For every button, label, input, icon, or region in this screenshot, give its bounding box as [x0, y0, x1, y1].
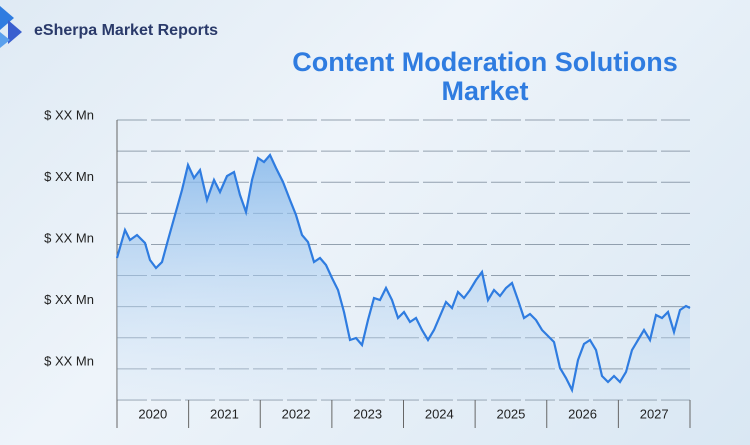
- y-tick-label: $ XX Mn: [44, 107, 94, 122]
- x-tick-label: 2025: [496, 406, 525, 421]
- x-tick-label: 2027: [640, 406, 669, 421]
- x-tick-label: 2026: [568, 406, 597, 421]
- line: [115, 152, 691, 394]
- axis-labels: 2020 2021 2022 2023 2024 2025 2026 2027 $ XX Mn $…: [44, 107, 669, 421]
- x-tick-label: 2024: [425, 406, 454, 421]
- chart-title: Content Moderation Solutions Market: [292, 47, 678, 106]
- logo: [0, 6, 22, 48]
- y-tick-label: $ XX Mn: [44, 230, 94, 245]
- y-tick-label: $ XX Mn: [44, 292, 94, 307]
- x-tick-label: 2021: [210, 406, 239, 421]
- brand-name: eSherpa Market Reports: [34, 22, 219, 39]
- x-tick-label: 2022: [282, 406, 311, 421]
- y-tick-label: $ XX Mn: [44, 353, 94, 368]
- area: [117, 155, 690, 400]
- y-tick-label: $ XX Mn: [44, 169, 94, 184]
- x-tick-label: 2020: [138, 406, 167, 421]
- x-tick-label: 2023: [353, 406, 382, 421]
